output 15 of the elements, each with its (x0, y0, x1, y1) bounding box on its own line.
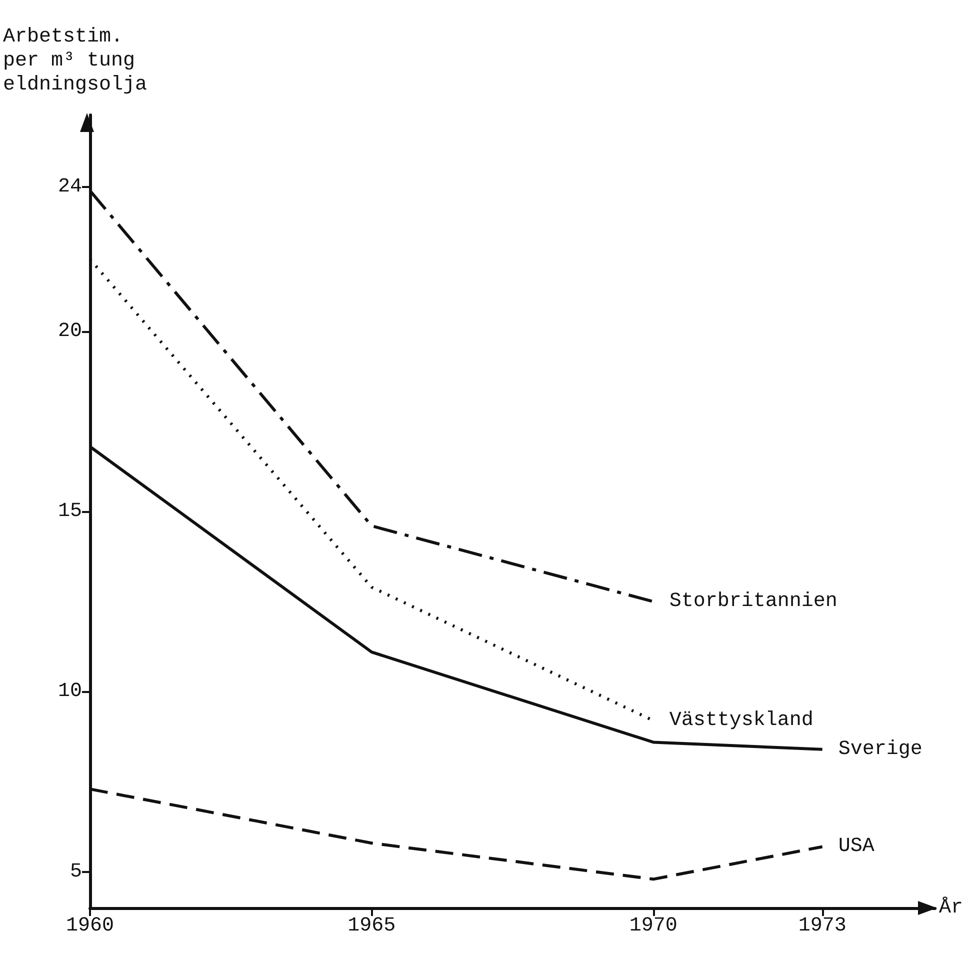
x-tick-label: 1973 (798, 914, 846, 938)
y-tick-label: 20 (58, 320, 82, 343)
y-tick-label: 10 (58, 680, 82, 704)
series-label: Storbritannien (669, 590, 838, 614)
x-tick-label: 1965 (348, 914, 396, 938)
y-tick-label: 5 (70, 860, 82, 884)
x-tick-label: 1970 (629, 914, 678, 938)
series-label: Sverige (838, 738, 922, 761)
y-tick-label: 24 (58, 176, 82, 199)
series-label: Västtyskland (669, 709, 814, 732)
x-tick-label: 1960 (66, 914, 114, 938)
y-axis-title: Arbetstim. per m³ tung eldningsolja (3, 26, 148, 96)
x-axis-title: År (939, 896, 964, 920)
series-label: USA (838, 835, 874, 858)
y-tick-label: 15 (58, 500, 82, 523)
